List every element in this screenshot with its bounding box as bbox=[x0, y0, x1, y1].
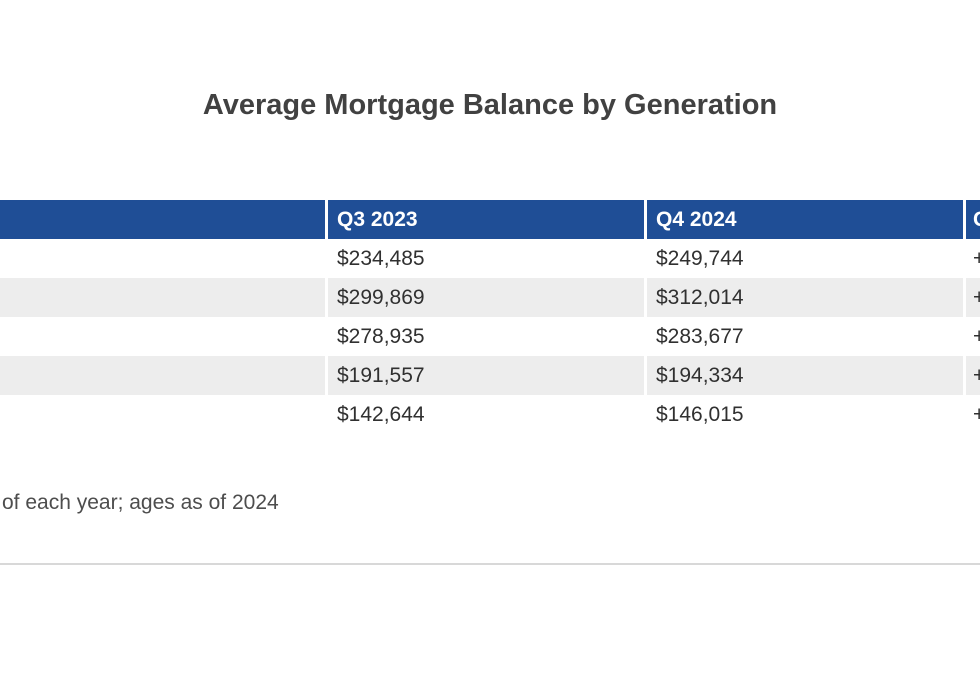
row-label-cell bbox=[0, 239, 325, 278]
change-value-clipped: + bbox=[963, 239, 980, 278]
q3-2023-value: $234,485 bbox=[325, 239, 644, 278]
header-change-clipped: C bbox=[963, 200, 980, 239]
change-value-clipped: + bbox=[963, 317, 980, 356]
mortgage-balance-table: Q3 2023 Q4 2024 C $234,485 $249,744 + $2… bbox=[0, 200, 980, 434]
header-q4-2024: Q4 2024 bbox=[644, 200, 963, 239]
row-label-cell bbox=[0, 317, 325, 356]
q4-2024-value: $194,334 bbox=[644, 356, 963, 395]
header-q3-2023: Q3 2023 bbox=[325, 200, 644, 239]
header-row-label-column bbox=[0, 200, 325, 239]
table-row: $299,869 $312,014 + bbox=[0, 278, 980, 317]
q3-2023-value: $299,869 bbox=[325, 278, 644, 317]
table-title: Average Mortgage Balance by Generation bbox=[202, 89, 778, 121]
row-label-cell bbox=[0, 278, 325, 317]
q4-2024-value: $283,677 bbox=[644, 317, 963, 356]
change-value-clipped: + bbox=[963, 278, 980, 317]
change-value-clipped: + bbox=[963, 395, 980, 434]
horizontal-divider bbox=[0, 563, 980, 565]
table-row: $191,557 $194,334 + bbox=[0, 356, 980, 395]
table-row: $234,485 $249,744 + bbox=[0, 239, 980, 278]
row-label-cell bbox=[0, 356, 325, 395]
row-label-cell bbox=[0, 395, 325, 434]
q3-2023-value: $278,935 bbox=[325, 317, 644, 356]
table-row: $142,644 $146,015 + bbox=[0, 395, 980, 434]
source-footnote-clipped: of each year; ages as of 2024 bbox=[2, 491, 279, 514]
q4-2024-value: $146,015 bbox=[644, 395, 963, 434]
q4-2024-value: $312,014 bbox=[644, 278, 963, 317]
q3-2023-value: $191,557 bbox=[325, 356, 644, 395]
table-row: $278,935 $283,677 + bbox=[0, 317, 980, 356]
q3-2023-value: $142,644 bbox=[325, 395, 644, 434]
change-value-clipped: + bbox=[963, 356, 980, 395]
table-header-row: Q3 2023 Q4 2024 C bbox=[0, 200, 980, 239]
q4-2024-value: $249,744 bbox=[644, 239, 963, 278]
